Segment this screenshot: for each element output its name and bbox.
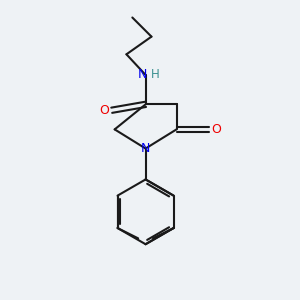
- Text: O: O: [211, 123, 221, 136]
- Text: O: O: [99, 104, 109, 117]
- Text: N: N: [141, 142, 150, 155]
- Text: N: N: [137, 68, 147, 81]
- Text: H: H: [151, 68, 159, 81]
